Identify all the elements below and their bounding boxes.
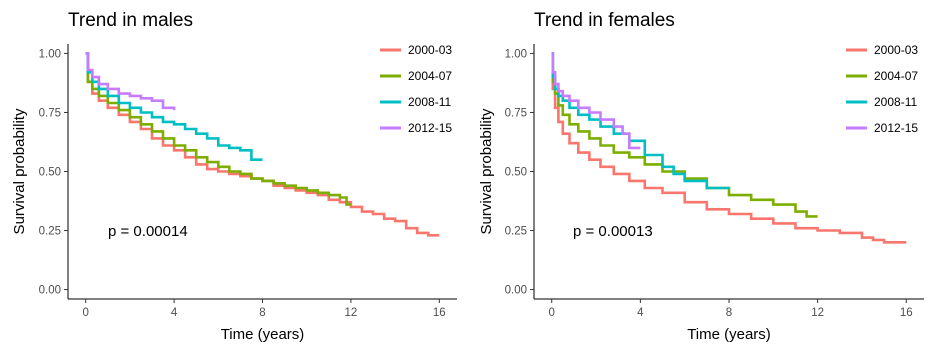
p-value-annotation: p = 0.00014 (108, 223, 188, 240)
legend: 2000-03 2004-07 2008-11 2012-15 (380, 43, 452, 135)
legend-label: 2012-15 (408, 121, 452, 135)
x-tick-label: 0 (82, 307, 88, 319)
y-tick-label: 0.25 (39, 226, 61, 238)
y-tick-label: 0.75 (39, 107, 61, 119)
y-tick-label: 0.75 (505, 107, 527, 119)
x-axis-label: Time (years) (221, 326, 305, 343)
series-line-2004-07 (551, 52, 818, 218)
x-tick-label: 0 (549, 307, 555, 319)
x-axis-label: Time (years) (687, 326, 771, 343)
legend-label: 2008-11 (874, 95, 917, 109)
chart-title: Trend in males (68, 10, 193, 31)
y-tick-label: 1.00 (39, 48, 61, 60)
y-tick-label: 1.00 (505, 48, 527, 60)
y-tick-label: 0.50 (505, 167, 527, 179)
series-line-2000-03 (85, 52, 440, 237)
x-tick-label: 4 (171, 307, 178, 319)
y-axis-label: Survival probability (11, 108, 28, 234)
y-axis-label: Survival probability (478, 108, 495, 234)
series-line-2004-07 (85, 52, 351, 206)
legend-label: 2004-07 (874, 69, 918, 83)
y-tick-label: 0.00 (39, 285, 61, 297)
series-line-2008-11 (85, 52, 263, 161)
x-tick-label: 16 (900, 307, 913, 319)
x-tick-label: 12 (811, 307, 824, 319)
series-line-2000-03 (551, 52, 907, 244)
series-line-2012-15 (85, 52, 176, 111)
y-tick-label: 0.50 (39, 167, 61, 179)
chart-panel-females: Trend in females 0.00 0.25 0.50 0.75 1.00 0 4 8 1… (478, 10, 924, 343)
x-tick-label: 12 (345, 307, 358, 319)
y-tick-label: 0.25 (505, 226, 527, 238)
series-line-2012-15 (551, 52, 641, 150)
legend-label: 2000-03 (874, 43, 918, 57)
p-value-annotation: p = 0.00013 (573, 223, 653, 240)
legend-label: 2012-15 (874, 121, 918, 135)
x-tick-label: 8 (259, 307, 265, 319)
series-line-2008-11 (551, 52, 729, 190)
legend: 2000-03 2004-07 2008-11 2012-15 (846, 43, 918, 135)
chart-panel-males: Trend in males 0.00 0.25 0.50 0.75 1.00 0 4 8 12 1… (11, 10, 457, 343)
legend-label: 2004-07 (408, 69, 452, 83)
x-tick-label: 8 (726, 307, 732, 319)
x-tick-label: 4 (637, 307, 644, 319)
chart-title: Trend in females (534, 10, 675, 31)
legend-label: 2008-11 (408, 95, 451, 109)
y-tick-label: 0.00 (505, 285, 527, 297)
x-tick-label: 16 (433, 307, 446, 319)
legend-label: 2000-03 (408, 43, 452, 57)
